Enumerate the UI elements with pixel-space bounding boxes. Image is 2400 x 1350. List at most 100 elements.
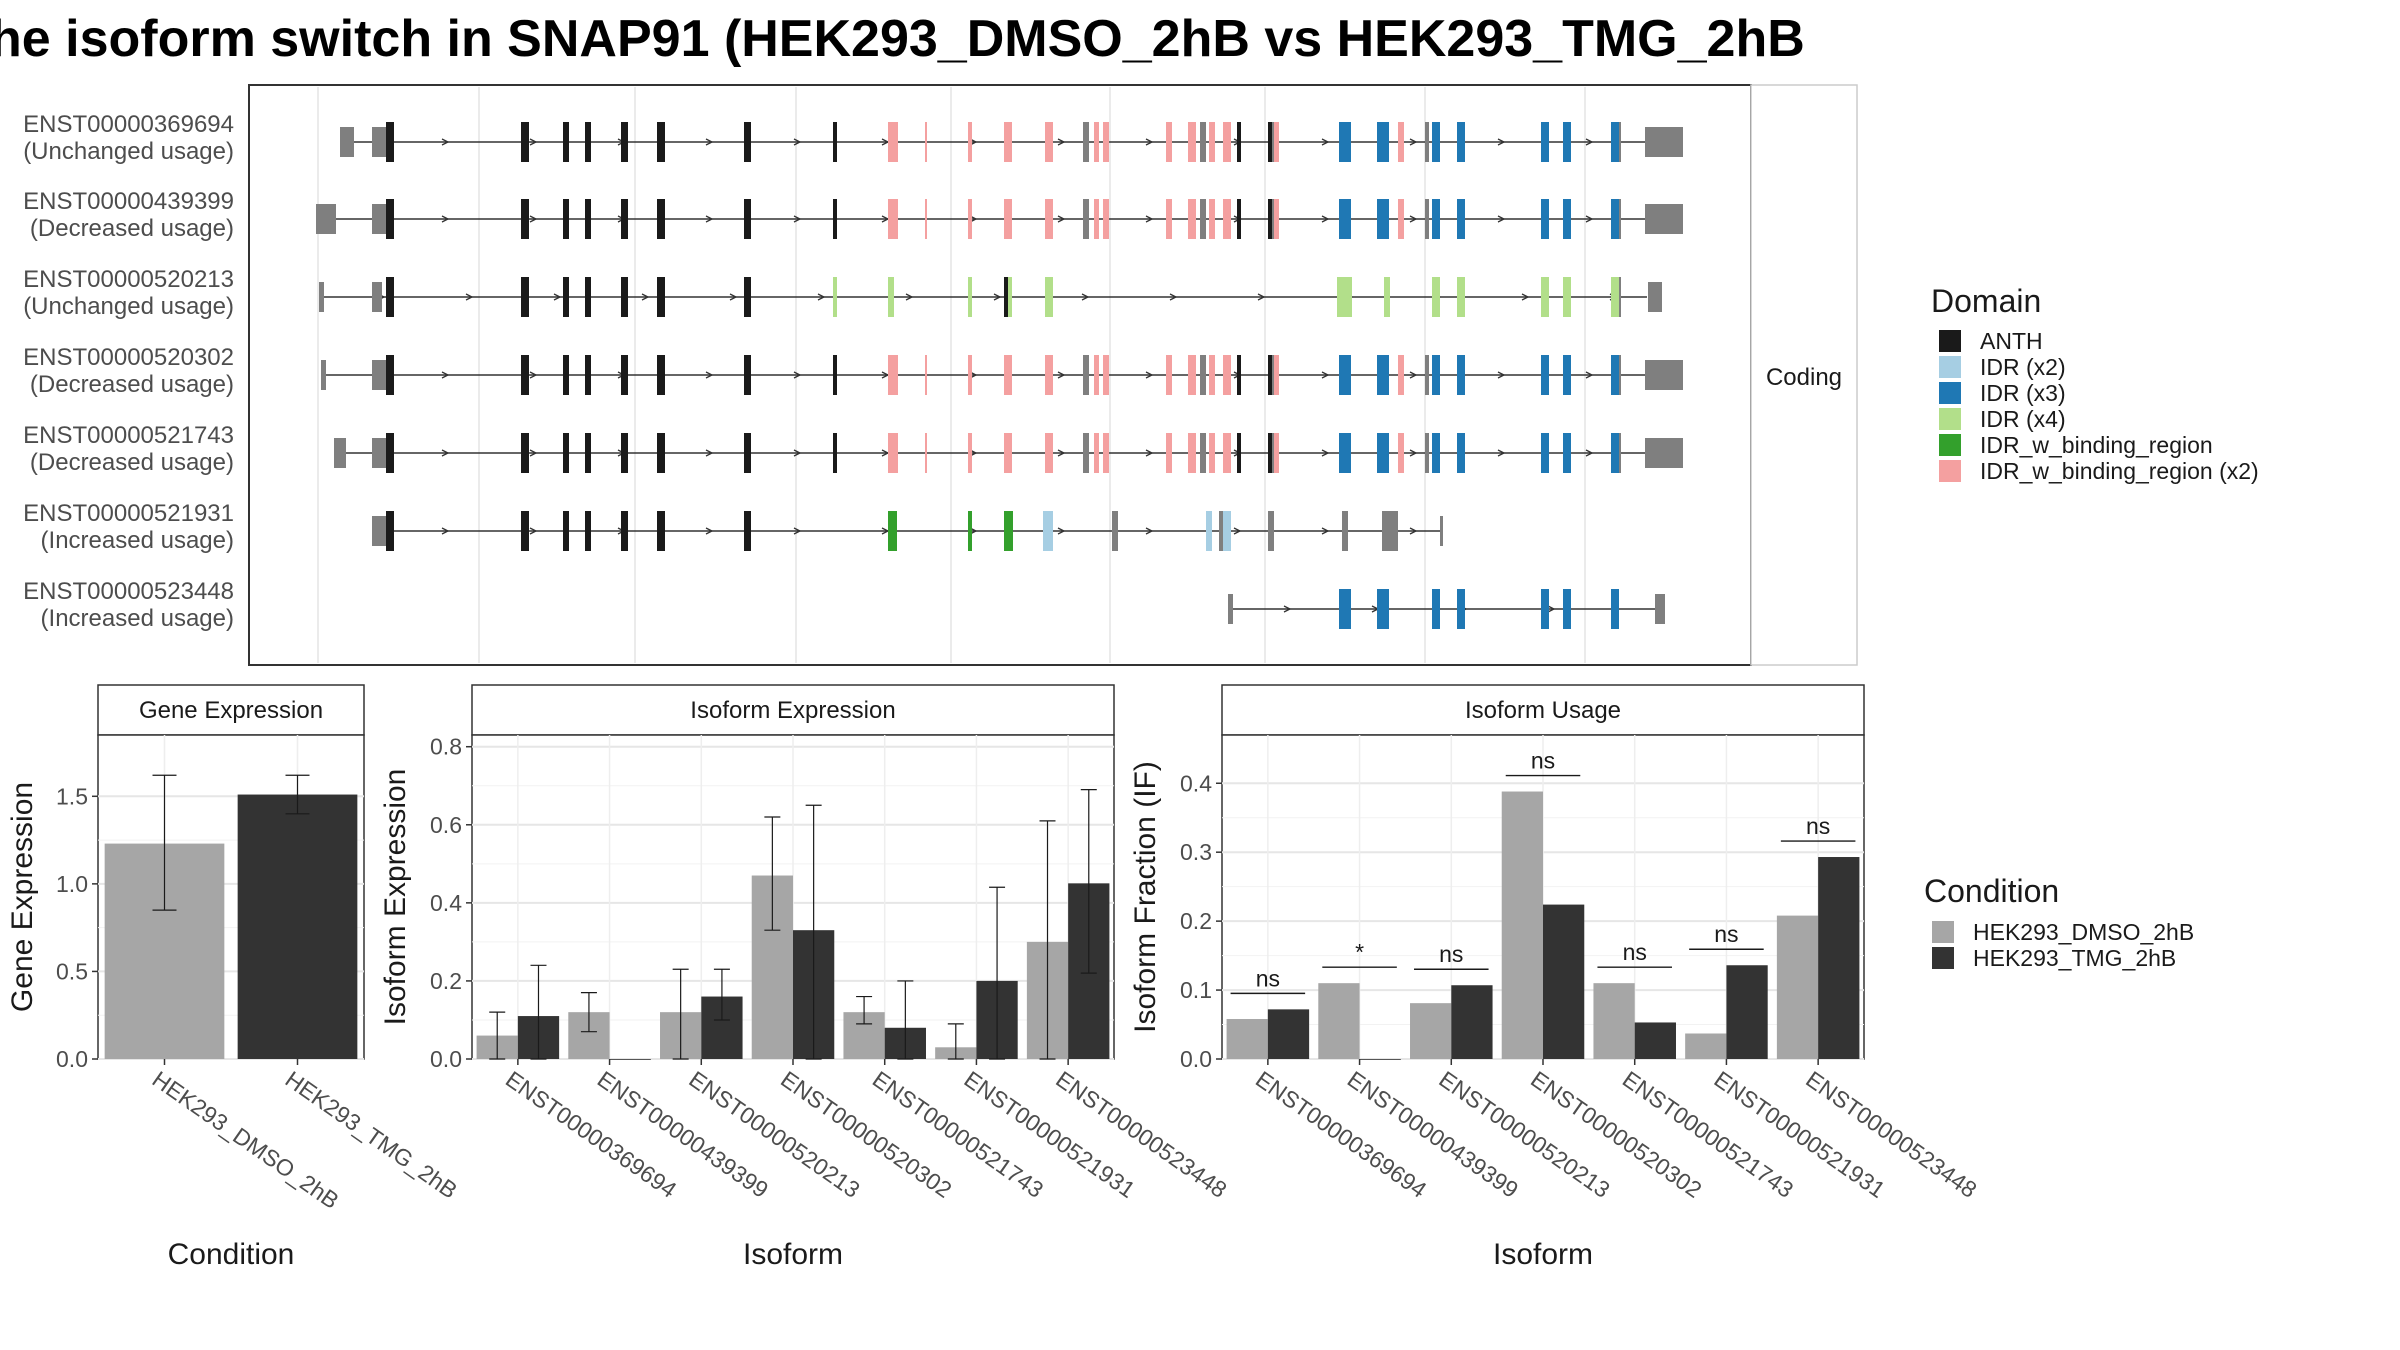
coding-exon (1382, 511, 1398, 551)
domain-exon (585, 355, 591, 395)
domain-exon (744, 122, 751, 162)
condition-legend-title: Condition (1924, 873, 2059, 909)
panel-title: Isoform Expression (690, 697, 895, 724)
domain-exon (1268, 122, 1272, 162)
strand-arrow (1257, 293, 1266, 301)
x-tick-label: ENST00000520213 (1434, 1066, 1614, 1203)
domain-exon (1004, 199, 1012, 239)
transcript-id-label: ENST00000520302 (23, 344, 234, 371)
bar (1410, 1003, 1452, 1059)
y-tick-label: 1.5 (56, 783, 88, 809)
domain-exon (833, 122, 837, 162)
domain-exon (1611, 589, 1619, 629)
domain-exon (1223, 511, 1231, 551)
strand-arrow (553, 293, 562, 301)
strand-arrow (441, 215, 450, 223)
domain-legend-label: IDR (x2) (1980, 354, 2066, 380)
strand-arrow (1321, 138, 1330, 146)
domain-exon (1611, 355, 1619, 395)
significance-label: ns (1806, 813, 1830, 839)
panel-title: Isoform Usage (1465, 697, 1621, 724)
domain-exon (1004, 277, 1008, 317)
domain-exon (1103, 199, 1109, 239)
significance-label: * (1355, 939, 1364, 965)
strand-arrow (465, 293, 474, 301)
domain-exon (888, 277, 894, 317)
domain-exon (1611, 277, 1619, 317)
strand-arrow (1409, 215, 1418, 223)
utr-exon (321, 360, 326, 390)
x-tick-label: ENST00000521931 (960, 1066, 1140, 1203)
bar (1593, 983, 1635, 1059)
domain-exon (1457, 355, 1465, 395)
domain-exon (1457, 433, 1465, 473)
strand-arrow (1321, 449, 1330, 457)
bar (237, 794, 358, 1059)
domain-exon (1166, 122, 1172, 162)
strand-arrow (1497, 449, 1506, 457)
domain-exon (925, 199, 927, 239)
y-tick-label: 0.0 (56, 1046, 88, 1072)
transcript-labels: ENST00000369694(Unchanged usage)ENST0000… (23, 111, 234, 632)
bar (1634, 1022, 1676, 1059)
significance-label: ns (1623, 939, 1647, 965)
transcript-row-0 (340, 122, 1683, 162)
domain-exon (521, 433, 529, 473)
domain-exon (386, 277, 394, 317)
domain-exon (657, 122, 665, 162)
coding-exon (1200, 433, 1206, 473)
domain-exon (1339, 589, 1351, 629)
strand-arrow (1145, 215, 1154, 223)
x-tick-label: ENST00000523448 (1801, 1066, 1981, 1203)
strand-arrow (1409, 527, 1418, 535)
domain-exon (1166, 433, 1172, 473)
domain-exon (1457, 199, 1465, 239)
y-tick-label: 1.0 (56, 871, 88, 897)
transcript-usage-label: (Increased usage) (41, 605, 234, 632)
domain-exon (521, 277, 529, 317)
strand-arrow (817, 293, 826, 301)
x-tick-label: ENST00000523448 (1051, 1066, 1231, 1203)
bar (1685, 1033, 1727, 1059)
domain-exon (1237, 355, 1241, 395)
domain-exon (1457, 277, 1465, 317)
domain-exon (1223, 433, 1231, 473)
strand-arrow (793, 138, 802, 146)
domain-exon (1103, 122, 1109, 162)
utr-exon (1440, 516, 1443, 546)
transcript-usage-label: (Decreased usage) (30, 371, 234, 398)
domain-exon (585, 511, 591, 551)
transcript-usage-label: (Decreased usage) (30, 449, 234, 476)
domain-exon (1377, 355, 1389, 395)
strand-arrow (441, 527, 450, 535)
domain-legend-label: IDR_w_binding_region (1980, 432, 2213, 458)
domain-exon (563, 277, 569, 317)
y-tick-label: 0.6 (430, 812, 462, 838)
domain-exon (1432, 199, 1440, 239)
strand-arrow (529, 527, 538, 535)
domain-exon (521, 355, 529, 395)
coding-strip-label: Coding (1766, 364, 1842, 391)
strand-arrow (1145, 449, 1154, 457)
domain-exon (1457, 589, 1465, 629)
domain-exon (1611, 122, 1619, 162)
domain-exon (1339, 355, 1351, 395)
utr-exon (1645, 127, 1683, 157)
domain-exon (1377, 199, 1389, 239)
coding-exon (1200, 355, 1206, 395)
domain-exon (1563, 199, 1571, 239)
y-axis-title: Isoform Fraction (IF) (1129, 761, 1162, 1033)
bar (1726, 965, 1768, 1059)
y-tick-label: 0.5 (56, 958, 88, 984)
domain-exon (521, 511, 529, 551)
coding-exon (1219, 511, 1223, 551)
y-tick-label: 0.2 (1180, 908, 1212, 934)
domain-exon (585, 199, 591, 239)
condition-legend-key (1932, 947, 1954, 969)
domain-legend-key (1939, 434, 1961, 456)
x-axis-title: Condition (168, 1238, 295, 1271)
strand-arrow (1057, 527, 1066, 535)
domain-exon (968, 122, 972, 162)
utr-exon (1645, 438, 1683, 468)
